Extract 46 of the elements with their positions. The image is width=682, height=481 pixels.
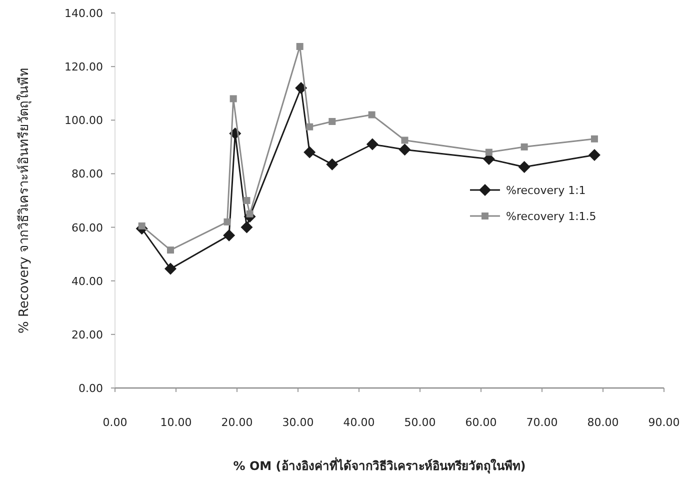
x-axis-title: % OM (อ้างอิงค่าที่ได้จากวิธีวิเคราะห์อินทรียวัตถุในพืท) <box>233 457 526 474</box>
x-tick-label: 40.00 <box>343 416 375 429</box>
point <box>138 222 146 230</box>
x-tick-label: 80.00 <box>587 416 619 429</box>
point <box>243 197 250 204</box>
point <box>326 158 338 170</box>
point <box>398 144 411 156</box>
point <box>485 148 492 156</box>
y-tick-label: 40.00 <box>72 274 103 288</box>
x-tick-label: 10.00 <box>160 416 192 429</box>
x-tick-label: 0.00 <box>102 416 128 429</box>
point <box>401 136 408 144</box>
point <box>366 138 378 150</box>
y-axis-title: % Recovery จากวิธีวิเคราะห์อินทรียวัตถุในพืท <box>16 68 32 334</box>
legend-label: %recovery 1:1.5 <box>506 210 596 223</box>
point <box>167 246 174 254</box>
point <box>590 135 598 142</box>
legend-label: %recovery 1:1 <box>506 184 586 197</box>
y-tick-label: 0.00 <box>78 382 103 395</box>
point <box>520 143 528 150</box>
point <box>328 118 336 125</box>
point <box>306 123 314 130</box>
y-tick-label: 80.00 <box>72 168 103 181</box>
point <box>224 218 231 226</box>
point <box>304 146 316 158</box>
x-tick-label: 60.00 <box>465 416 497 429</box>
point <box>588 148 600 161</box>
point <box>518 161 530 174</box>
point <box>295 82 308 94</box>
x-tick-label: 90.00 <box>648 416 680 429</box>
point <box>246 210 254 218</box>
y-tick-label: 100.00 <box>64 114 103 128</box>
point <box>223 229 236 242</box>
x-tick-label: 70.00 <box>526 416 558 429</box>
y-tick-label: 140.00 <box>64 7 103 20</box>
x-tick-label: 50.00 <box>404 416 436 429</box>
y-tick-label: 20.00 <box>72 328 103 342</box>
y-tick-label: 60.00 <box>72 221 103 234</box>
point <box>368 111 376 118</box>
point <box>240 221 253 234</box>
x-tick-label: 30.00 <box>282 416 314 429</box>
point <box>230 95 237 102</box>
y-tick-label: 120.00 <box>64 60 103 74</box>
x-tick-label: 20.00 <box>221 416 253 429</box>
point <box>296 42 304 50</box>
point <box>164 262 177 275</box>
